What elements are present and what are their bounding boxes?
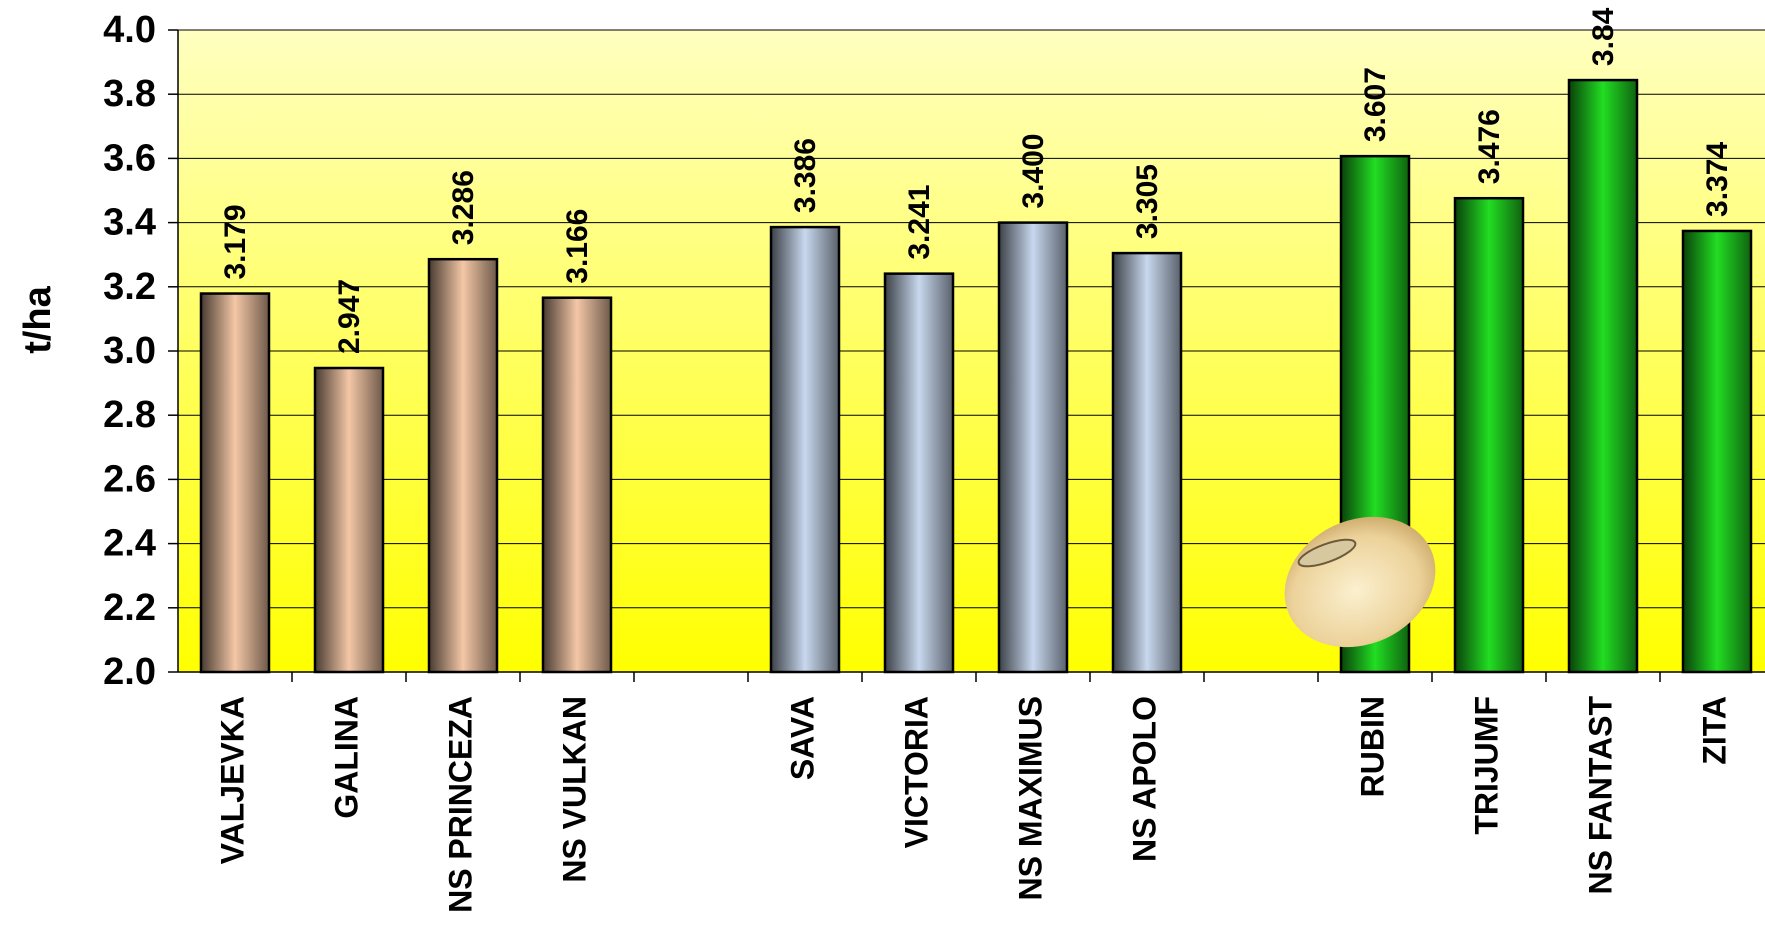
x-tick-label: NS PRINCEZA (442, 696, 478, 913)
bar (199, 292, 271, 674)
y-tick-label: 2.2 (103, 587, 156, 629)
x-tick-label: GALINA (328, 696, 364, 819)
soybean-hilum (1297, 538, 1357, 568)
x-tick-label: RUBIN (1354, 696, 1390, 797)
x-tick-label: VICTORIA (898, 696, 934, 848)
soybean-picture (1284, 516, 1436, 648)
x-tick-label: SAVA (784, 696, 820, 780)
value-label: 3.166 (561, 209, 594, 284)
y-tick-label: 3.8 (103, 73, 156, 115)
y-tick-label: 3.6 (103, 137, 156, 179)
bar (1681, 229, 1753, 674)
bar (313, 366, 385, 674)
value-label: 3.241 (903, 185, 936, 260)
bar (1453, 196, 1525, 674)
bar (1567, 78, 1639, 674)
y-tick-label: 2.0 (103, 651, 156, 693)
y-tick-label: 4.0 (103, 9, 156, 51)
bar (427, 257, 499, 674)
y-tick-label: 2.6 (103, 458, 156, 500)
value-label: 3.607 (1359, 67, 1392, 142)
y-tick-label: 2.8 (103, 394, 156, 436)
bar (769, 225, 841, 674)
y-tick-label: 3.2 (103, 266, 156, 308)
value-label: 3.476 (1473, 109, 1506, 184)
x-tick-label: NS FANTAST (1582, 696, 1618, 895)
x-tick-label: NS APOLO (1126, 696, 1162, 862)
bar (997, 221, 1069, 674)
value-label: 3.179 (219, 204, 252, 279)
value-label: 3.84 (1587, 7, 1620, 66)
x-tick-label: NS MAXIMUS (1012, 696, 1048, 900)
value-label: 2.947 (333, 279, 366, 354)
y-axis-label: t/ha (17, 285, 59, 353)
y-tick-label: 3.4 (103, 202, 156, 244)
x-tick-label: ZITA (1696, 696, 1732, 765)
y-tick-label: 3.0 (103, 330, 156, 372)
value-label: 3.386 (789, 138, 822, 213)
bar (541, 296, 613, 674)
value-label: 3.305 (1131, 164, 1164, 239)
value-label: 3.286 (447, 170, 480, 245)
bar (1111, 251, 1183, 674)
x-tick-label: TRIJUMF (1468, 696, 1504, 835)
value-label: 3.400 (1017, 134, 1050, 209)
y-tick-label: 2.4 (103, 523, 156, 565)
x-tick-label: NS VULKAN (556, 696, 592, 883)
x-tick-label: VALJEVKA (214, 696, 250, 864)
value-label: 3.374 (1701, 142, 1734, 217)
bar (883, 272, 955, 674)
